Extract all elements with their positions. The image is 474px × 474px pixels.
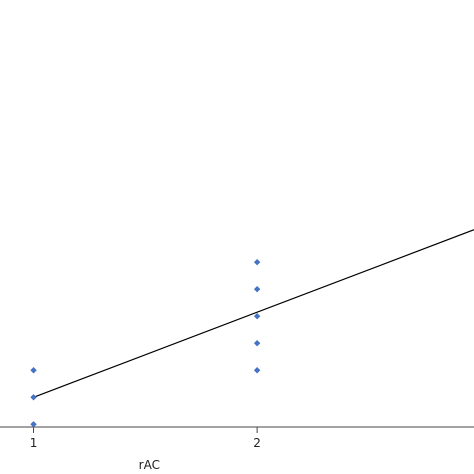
- x-axis-title: rAC: [139, 458, 160, 472]
- data-point-diamond: [253, 367, 261, 374]
- data-point-diamond: [253, 312, 261, 320]
- data-point-diamond: [253, 285, 261, 293]
- data-point-diamond: [30, 421, 37, 428]
- data-points: [30, 258, 261, 428]
- data-point-diamond: [253, 340, 261, 347]
- data-point-diamond: [30, 394, 37, 401]
- x-tick-label: 1: [30, 436, 38, 450]
- data-point-diamond: [253, 258, 261, 266]
- x-tick-label: 2: [253, 436, 261, 450]
- regression-line: [33, 229, 474, 398]
- data-point-diamond: [30, 367, 37, 374]
- trend-lines: [33, 229, 474, 398]
